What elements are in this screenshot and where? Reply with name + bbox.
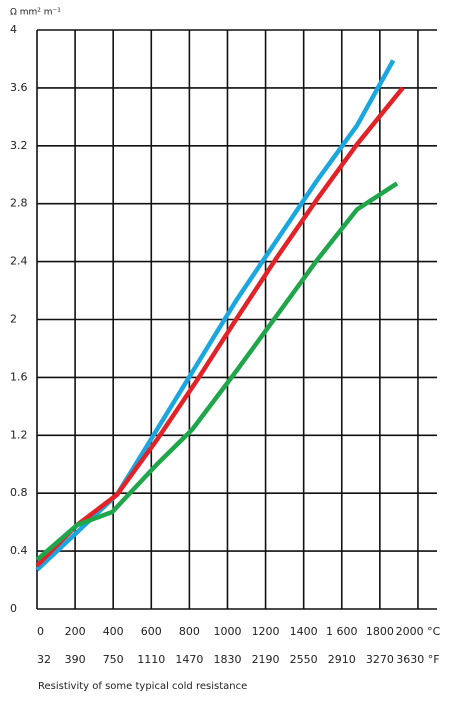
x-tick-label-f: 3270: [366, 653, 394, 666]
x-tick-label-f: 2910: [328, 653, 356, 666]
x-tick-label: 2000 °C: [396, 625, 441, 638]
y-tick-label: 0.8: [10, 486, 28, 499]
y-axis-label: Ω mm² m⁻¹: [10, 8, 61, 18]
x-tick-label-f: 32: [37, 653, 51, 666]
y-tick-label: 3.6: [10, 81, 28, 94]
x-tick-label-f: 2550: [290, 653, 318, 666]
y-tick-label: 1.6: [10, 370, 28, 383]
y-tick-label: 0.4: [10, 544, 28, 557]
y-tick-label: 2: [10, 313, 17, 326]
x-tick-label: 1 600: [326, 625, 358, 638]
series-line: [35, 86, 405, 568]
x-tick-label-f: 2190: [252, 653, 280, 666]
x-tick-label: 1800: [366, 625, 394, 638]
x-tick-label: 800: [179, 625, 200, 638]
x-tick-label-f: 1830: [213, 653, 241, 666]
x-tick-label: 400: [103, 625, 124, 638]
x-tick-label: 0: [37, 625, 44, 638]
y-tick-label: 2.8: [10, 197, 28, 210]
x-tick-label: 1200: [252, 625, 280, 638]
y-tick-label: 0: [10, 602, 17, 615]
x-tick-label: 600: [141, 625, 162, 638]
x-tick-label-f: 750: [103, 653, 124, 666]
y-tick-label: 3.2: [10, 139, 28, 152]
x-tick-label: 1400: [290, 625, 318, 638]
x-tick-label-f: 390: [65, 653, 86, 666]
caption: Resistivity of some typical cold resista…: [38, 681, 247, 692]
x-tick-label: 200: [65, 625, 86, 638]
x-tick-label-f: 1110: [137, 653, 165, 666]
y-tick-label: 1.2: [10, 428, 28, 441]
series-line: [35, 181, 399, 562]
x-tick-label-f: 1470: [175, 653, 203, 666]
y-tick-label: 2.4: [10, 255, 28, 268]
y-tick-label: 4: [10, 23, 17, 36]
x-tick-label: 1000: [213, 625, 241, 638]
x-tick-label-f: 3630 °F: [396, 653, 439, 666]
